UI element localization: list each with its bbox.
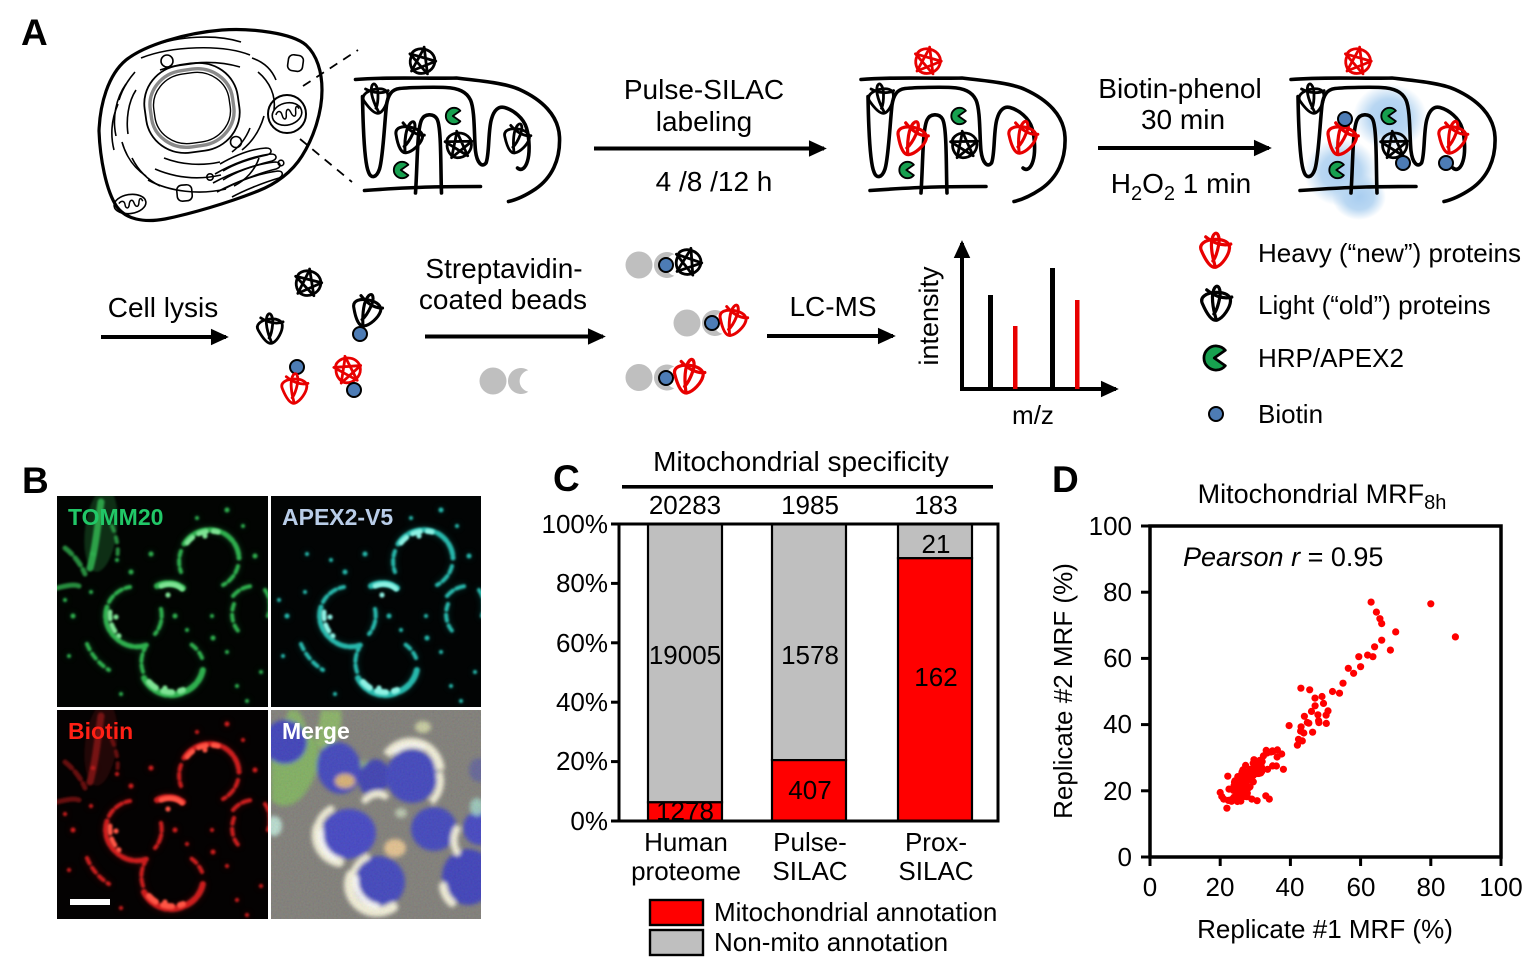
svg-text:20283: 20283 <box>649 490 721 520</box>
svg-text:100: 100 <box>1479 872 1522 902</box>
svg-text:SILAC: SILAC <box>898 856 973 886</box>
svg-text:labeling: labeling <box>656 106 753 137</box>
svg-text:Merge: Merge <box>282 718 350 744</box>
svg-text:19005: 19005 <box>649 640 721 670</box>
svg-text:100%: 100% <box>542 509 609 539</box>
svg-text:Pulse-: Pulse- <box>773 827 847 857</box>
svg-text:20%: 20% <box>556 746 608 776</box>
svg-text:Mitochondrial specificity: Mitochondrial specificity <box>653 446 949 477</box>
svg-text:0: 0 <box>1143 872 1157 902</box>
svg-text:60: 60 <box>1103 643 1132 673</box>
svg-text:Prox-: Prox- <box>905 827 967 857</box>
svg-text:60: 60 <box>1347 872 1376 902</box>
svg-text:183: 183 <box>914 490 957 520</box>
svg-text:Pearson r = 0.95: Pearson r = 0.95 <box>1183 542 1383 572</box>
svg-text:Pulse-SILAC: Pulse-SILAC <box>624 74 784 105</box>
svg-text:m/z: m/z <box>1012 400 1054 430</box>
svg-text:407: 407 <box>788 775 831 805</box>
svg-text:Replicate #2 MRF (%): Replicate #2 MRF (%) <box>1048 563 1078 819</box>
svg-text:20: 20 <box>1206 872 1235 902</box>
svg-text:coated beads: coated beads <box>419 284 587 315</box>
svg-text:Mitochondrial annotation: Mitochondrial annotation <box>714 897 997 927</box>
svg-text:Biotin: Biotin <box>68 718 133 744</box>
svg-text:Cell lysis: Cell lysis <box>108 292 218 323</box>
svg-text:0%: 0% <box>570 806 608 836</box>
svg-text:40%: 40% <box>556 687 608 717</box>
svg-text:H2O2 1 min: H2O2 1 min <box>1111 168 1252 205</box>
svg-text:80: 80 <box>1103 577 1132 607</box>
svg-text:Biotin: Biotin <box>1258 399 1323 429</box>
svg-text:4 /8 /12 h: 4 /8 /12 h <box>656 166 773 197</box>
svg-text:C: C <box>553 458 580 499</box>
svg-text:B: B <box>22 460 49 501</box>
svg-text:21: 21 <box>922 529 951 559</box>
svg-text:40: 40 <box>1103 709 1132 739</box>
svg-text:A: A <box>21 12 48 53</box>
svg-text:Human: Human <box>644 827 728 857</box>
svg-text:D: D <box>1052 459 1079 500</box>
svg-text:30 min: 30 min <box>1141 104 1225 135</box>
svg-text:20: 20 <box>1103 776 1132 806</box>
svg-text:Replicate #1 MRF (%): Replicate #1 MRF (%) <box>1197 914 1453 944</box>
svg-text:60%: 60% <box>556 628 608 658</box>
svg-text:80%: 80% <box>556 568 608 598</box>
svg-text:SILAC: SILAC <box>772 856 847 886</box>
svg-text:Light (“old”) proteins: Light (“old”) proteins <box>1258 290 1491 320</box>
svg-text:162: 162 <box>914 662 957 692</box>
svg-text:proteome: proteome <box>631 856 741 886</box>
svg-text:1985: 1985 <box>781 490 839 520</box>
svg-text:intensity: intensity <box>914 266 944 366</box>
svg-text:100: 100 <box>1089 511 1132 541</box>
svg-text:Heavy (“new”) proteins: Heavy (“new”) proteins <box>1258 238 1521 268</box>
svg-text:Biotin-phenol: Biotin-phenol <box>1098 73 1261 104</box>
svg-text:1278: 1278 <box>656 796 714 826</box>
svg-text:APEX2-V5: APEX2-V5 <box>282 504 393 530</box>
svg-text:Mitochondrial MRF8h: Mitochondrial MRF8h <box>1198 479 1447 514</box>
svg-text:0: 0 <box>1118 842 1132 872</box>
svg-text:Non-mito annotation: Non-mito annotation <box>714 927 948 957</box>
svg-text:40: 40 <box>1276 872 1305 902</box>
svg-text:HRP/APEX2: HRP/APEX2 <box>1258 343 1404 373</box>
svg-text:TOMM20: TOMM20 <box>68 504 163 530</box>
svg-text:80: 80 <box>1417 872 1446 902</box>
svg-text:Streptavidin-: Streptavidin- <box>425 253 582 284</box>
svg-text:LC-MS: LC-MS <box>789 291 876 322</box>
svg-text:1578: 1578 <box>781 640 839 670</box>
